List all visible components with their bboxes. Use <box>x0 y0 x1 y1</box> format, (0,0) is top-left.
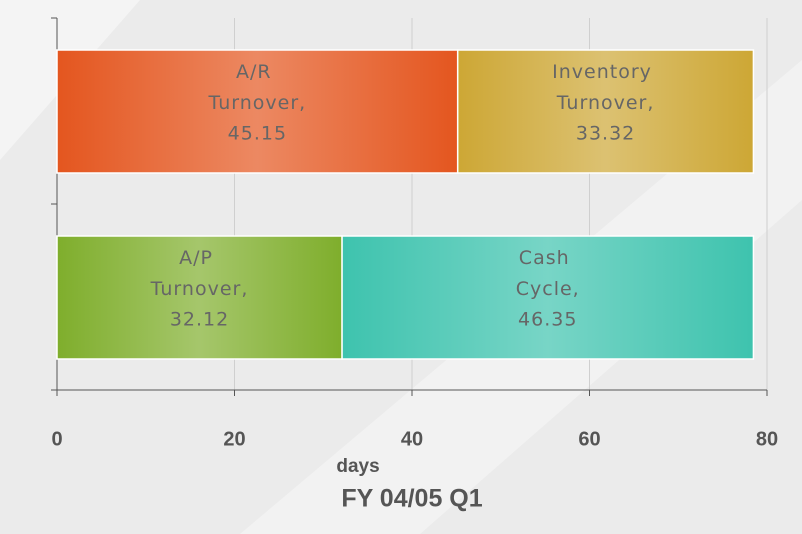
data-label-name: A/R Turnover, <box>208 61 307 114</box>
chart-title: FY 04/05 Q1 <box>341 485 482 513</box>
x-tick-label: 40 <box>401 428 423 450</box>
data-label-line: Cycle, <box>516 278 580 300</box>
data-label-line: Turnover, <box>208 92 307 114</box>
data-label: 45.15 <box>228 123 287 145</box>
bar-sheen <box>57 50 458 173</box>
bar-sheen <box>457 50 754 173</box>
data-label-name: Cash Cycle, <box>516 247 580 300</box>
data-label-line: A/P <box>179 247 220 269</box>
data-label-line: Inventory <box>552 61 659 83</box>
bar-sheen <box>57 236 343 359</box>
data-label-line: A/R <box>236 61 279 83</box>
x-tick-label: 20 <box>223 428 245 450</box>
data-label-line: Turnover, <box>556 92 655 114</box>
x-axis-label: days <box>336 456 379 477</box>
data-label: 33.32 <box>576 123 635 145</box>
data-label-name: A/P Turnover, <box>150 247 249 300</box>
data-label-name: Inventory Turnover, <box>552 61 659 114</box>
x-tick-label: 60 <box>578 428 600 450</box>
data-label: 46.35 <box>518 309 577 331</box>
data-label-line: Cash <box>519 247 577 269</box>
x-tick-label: 80 <box>756 428 778 450</box>
data-label-line: Turnover, <box>150 278 249 300</box>
x-tick-label: 0 <box>51 428 62 450</box>
data-label: 32.12 <box>170 309 229 331</box>
bar-sheen <box>342 236 754 359</box>
